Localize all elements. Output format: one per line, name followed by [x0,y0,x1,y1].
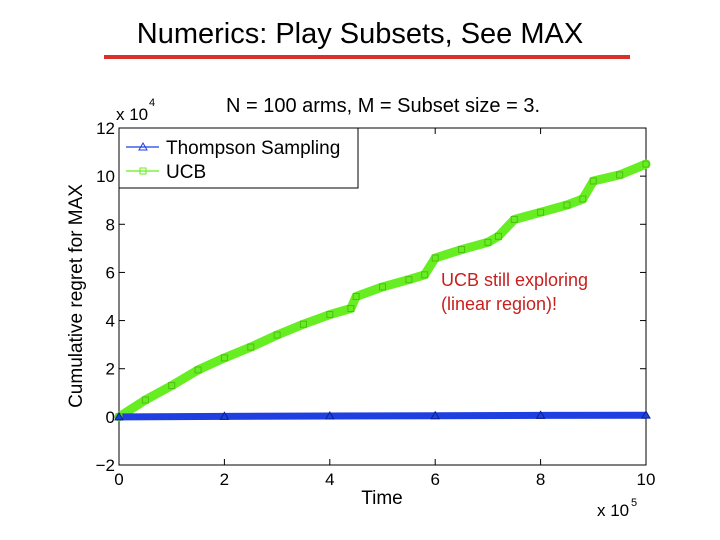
thompson-sampling-point [114,411,124,421]
x-tick-label: 2 [220,470,229,489]
ucb-point [458,246,466,254]
x-axis-multiplier: x 10 [597,501,629,520]
ucb-point [579,195,587,203]
legend-label: UCB [166,162,206,183]
ucb-point [494,232,502,240]
thompson-sampling-point [430,410,441,420]
y-tick-label: 6 [106,263,115,282]
x-tick-label: 8 [536,470,545,489]
ucb-point [347,305,355,313]
ucb-point [616,171,624,179]
y-tick-label: 2 [106,360,115,379]
thompson-sampling-point [324,411,335,420]
y-axis-label: Cumulative regret for MAX [66,184,87,408]
thompson-sampling-point [535,410,546,419]
series-line-thompson-sampling [118,411,647,421]
legend-box [118,127,359,189]
x-axis-multiplier-exponent: 5 [631,497,637,509]
ucb-point [563,201,571,209]
ucb-point [484,238,492,246]
ucb-point [379,283,386,291]
y-tick-label: 0 [106,408,115,427]
legend: Thompson Sampling UCB [118,127,359,189]
x-tick-label: 6 [430,470,439,489]
ucb-point [168,382,176,390]
ucb-annotation: UCB still exploring (linear region)! [441,270,589,314]
y-axis-multiplier-exponent: 4 [149,97,155,109]
slide-title: Numerics: Play Subsets, See MAX [136,18,584,50]
ucb-point [589,177,597,185]
ucb-point [247,343,255,351]
thompson-sampling-point [219,411,230,420]
x-axis-label: Time [361,488,403,509]
ucb-point [141,396,149,404]
y-axis-multiplier: x 10 [116,105,148,124]
ucb-point [537,208,545,216]
ucb-point [431,254,439,262]
y-tick-label: −2 [96,456,115,475]
thompson-sampling-point [641,410,651,419]
x-tick-label: 4 [325,470,334,489]
chart-title: N = 100 arms, M = Subset size = 3. [226,95,540,117]
x-tick-label: 0 [114,470,123,489]
legend-label: Thompson Sampling [166,138,340,159]
y-tick-label: 4 [106,312,115,331]
y-tick-label: 10 [96,167,115,186]
ucb-point [421,271,429,279]
ucb-point [299,320,307,328]
ucb-point [194,366,202,374]
legend-marker-triangle [138,141,148,151]
axes-box [118,127,647,466]
y-tick-label: 12 [96,119,115,138]
ucb-point [326,311,334,319]
y-tick-label: 8 [106,215,115,234]
ucb-point [642,160,650,168]
ucb-point [352,293,360,300]
ucb-point [510,215,518,223]
ucb-point [273,331,281,339]
ucb-point [220,354,228,362]
x-tick-label: 10 [637,470,656,489]
ucb-point [405,276,413,284]
title-underline [104,55,630,59]
legend-marker-square [139,167,147,175]
